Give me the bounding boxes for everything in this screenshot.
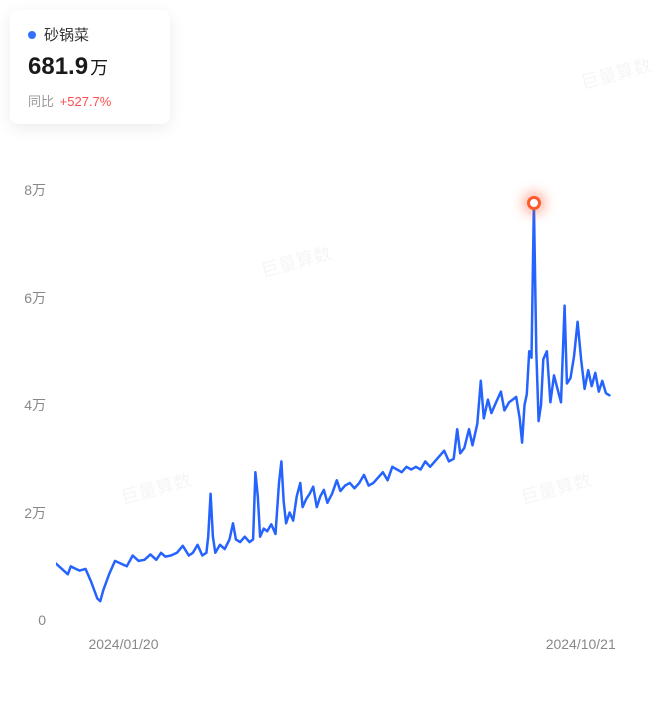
watermark: 巨量算数 [578, 51, 654, 95]
y-tick-label: 0 [0, 612, 46, 628]
x-tick-label: 2024/10/21 [546, 636, 616, 652]
line-chart-svg [56, 190, 646, 620]
y-tick-label: 8万 [0, 180, 46, 200]
metric-unit: 万 [90, 58, 108, 78]
yoy-label: 同比 [28, 94, 54, 109]
plot [56, 190, 646, 620]
chart-area: 0 2万 4万 6万 8万 2024/01/20 2024/10/21 [0, 180, 658, 680]
series-row: 砂锅菜 [28, 24, 152, 45]
y-tick-label: 4万 [0, 395, 46, 415]
yoy-row: 同比 +527.7% [28, 91, 152, 110]
peak-marker [527, 196, 541, 210]
metric-value: 681.9万 [28, 53, 152, 81]
series-dot [28, 31, 36, 39]
x-tick-label: 2024/01/20 [88, 636, 158, 652]
yoy-value: +527.7% [60, 94, 112, 109]
tooltip-card: 砂锅菜 681.9万 同比 +527.7% [10, 10, 170, 124]
y-tick-label: 6万 [0, 288, 46, 308]
series-line [56, 203, 609, 601]
metric-number: 681.9 [28, 53, 88, 80]
series-name: 砂锅菜 [44, 24, 89, 45]
y-tick-label: 2万 [0, 503, 46, 523]
